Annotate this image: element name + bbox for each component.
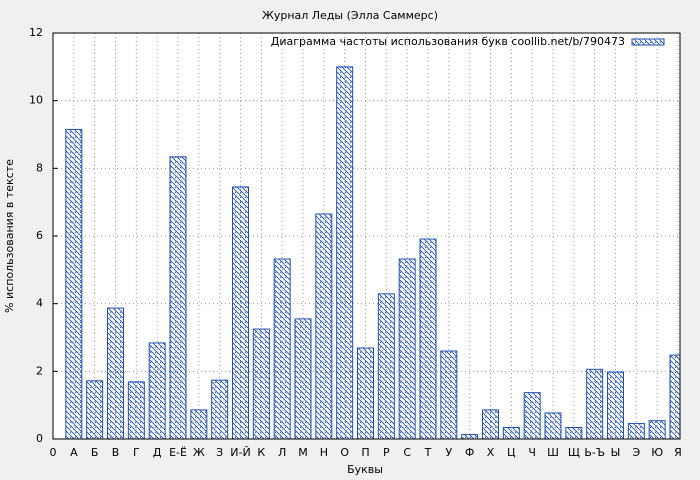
y-axis-label: % использования в тексте [3, 159, 16, 313]
y-tick-label: 10 [29, 94, 43, 107]
bar [586, 368, 604, 439]
x-tick-label: Ь-Ъ [584, 446, 605, 459]
x-tick-label: Ц [507, 446, 516, 459]
x-tick-label: З [216, 446, 223, 459]
chart-title: Журнал Леды (Элла Саммерс) [262, 9, 438, 22]
bar [336, 66, 354, 439]
x-tick-label: Ч [528, 446, 536, 459]
bars [65, 66, 680, 439]
x-tick-label: Б [91, 446, 99, 459]
bar [377, 293, 395, 439]
y-tick-label: 12 [29, 26, 43, 39]
x-tick-label: У [445, 446, 452, 459]
x-tick-label: М [298, 446, 308, 459]
bar [523, 392, 541, 439]
y-tick-label: 4 [36, 297, 43, 310]
y-tick-label: 8 [36, 161, 43, 174]
bar [357, 347, 374, 439]
x-tick-label: В [112, 446, 120, 459]
x-tick-label: Ф [465, 446, 474, 459]
x-axis-label: Буквы [347, 463, 383, 476]
x-tick-label: Я [674, 446, 682, 459]
y-tick-label: 6 [36, 229, 43, 242]
bar [252, 328, 270, 439]
x-tick-label: С [403, 446, 411, 459]
x-tick-label: Ю [651, 446, 663, 459]
bar [127, 381, 145, 439]
bar [669, 354, 680, 439]
x-tick-label: И-Й [230, 446, 250, 459]
x-tick-label: Р [383, 446, 390, 459]
bar [148, 342, 166, 439]
bar [440, 350, 458, 439]
bar [86, 380, 104, 439]
x-tick-label: О [340, 446, 349, 459]
bar [502, 426, 520, 439]
x-tick-label: Л [278, 446, 286, 459]
x-tick-label: Х [487, 446, 495, 459]
bar [565, 426, 583, 439]
bar [419, 238, 437, 439]
bar [607, 371, 624, 439]
x-tick-label: А [70, 446, 78, 459]
x-tick-label: Д [153, 446, 162, 459]
bar [482, 409, 499, 439]
x-tick-label: Ы [611, 446, 621, 459]
x-tick-label: Г [133, 446, 140, 459]
bar [627, 422, 645, 439]
x-tick-label: Ш [547, 446, 559, 459]
x-tick-label: Е-Ё [169, 446, 187, 459]
bar [211, 379, 229, 439]
y-tick-label: 2 [36, 364, 43, 377]
y-tick-label: 0 [36, 432, 43, 445]
x-tick-label: Ж [193, 446, 205, 459]
bar [294, 318, 312, 439]
bar [232, 186, 249, 439]
bar [315, 213, 333, 439]
bar [65, 128, 83, 439]
x-tick-label: Н [320, 446, 328, 459]
x-tick-label: Э [632, 446, 640, 459]
bar [273, 258, 291, 439]
legend-swatch [631, 38, 665, 46]
bar [107, 307, 124, 439]
bar [398, 258, 416, 439]
bar [544, 412, 562, 439]
x-tick-label: 0 [50, 446, 57, 459]
x-tick-label: К [257, 446, 265, 459]
legend-label: Диаграмма частоты использования букв coo… [271, 35, 625, 48]
x-tick-label: Щ [568, 446, 580, 459]
x-tick-label: П [361, 446, 369, 459]
x-tick-label: Т [424, 446, 432, 459]
bar [190, 409, 208, 439]
bar [461, 434, 479, 439]
bar [169, 156, 187, 439]
bar [648, 420, 666, 439]
